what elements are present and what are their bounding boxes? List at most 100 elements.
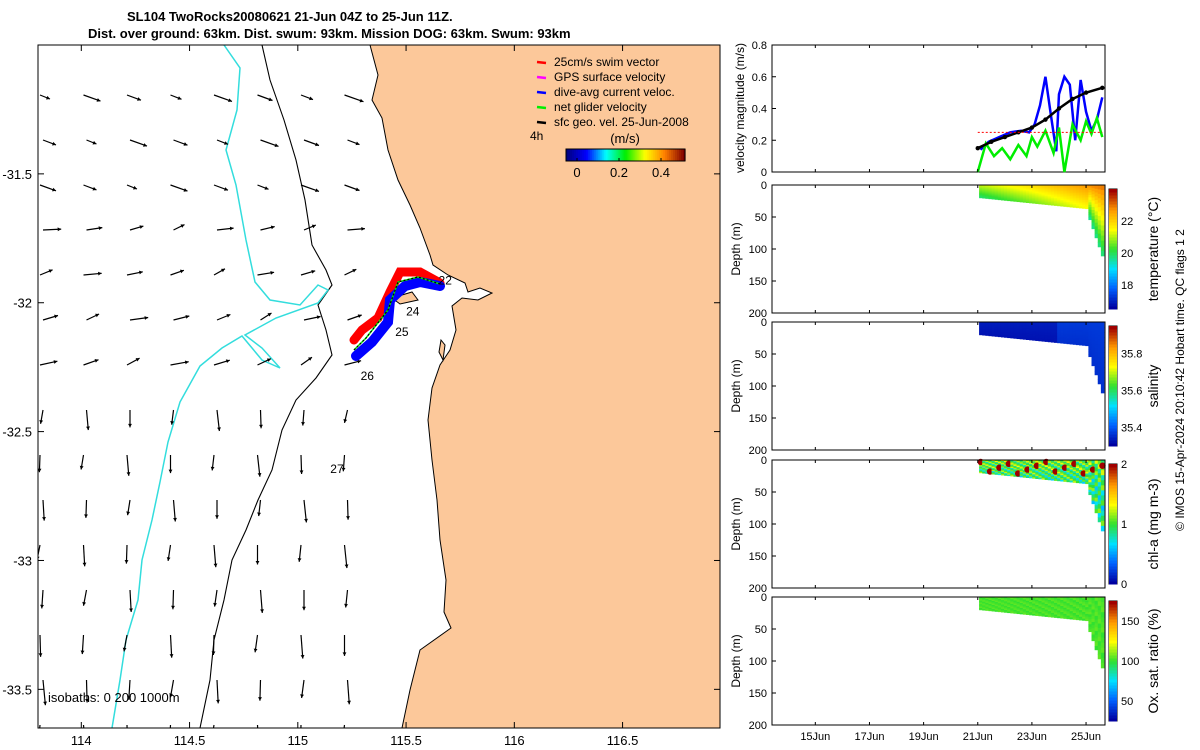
section-cell (1038, 322, 1042, 324)
section-cell (1038, 326, 1042, 328)
section-cell (1072, 338, 1077, 340)
section-cell (1025, 604, 1030, 607)
section-cell (997, 473, 1002, 476)
velocity-vector-head (300, 654, 305, 659)
profile-y-tick-label: 200 (749, 720, 767, 732)
section-cell (1025, 475, 1030, 477)
section-cell (1094, 188, 1099, 193)
section-cell (1044, 340, 1049, 342)
velocity-vector-head (124, 560, 129, 564)
section-cell (982, 185, 986, 188)
velocity-vector-head (85, 698, 89, 703)
section-cell (1016, 607, 1021, 610)
section-cell (1072, 194, 1077, 197)
section-cell (1007, 190, 1011, 193)
section-cell (1050, 200, 1055, 203)
section-cell (1100, 200, 1105, 206)
section-cell (1082, 460, 1086, 463)
section-cell (1060, 191, 1064, 193)
section-cell (994, 610, 999, 612)
section-cell (1047, 340, 1052, 343)
section-cell (988, 609, 992, 612)
colorbar-cell (1109, 718, 1117, 722)
section-cell (985, 193, 989, 195)
section-cell (1054, 474, 1058, 477)
section-cell (1004, 324, 1008, 326)
velocity-vector-head (215, 515, 219, 519)
section-cell (1069, 603, 1074, 606)
section-cell (1050, 612, 1055, 615)
section-cell (1010, 462, 1014, 464)
section-cell (1075, 603, 1080, 606)
section-cell (982, 187, 986, 190)
section-cell (1032, 612, 1036, 615)
colorbar-cell (641, 149, 644, 161)
section-cell (1044, 478, 1049, 480)
section-cell (1035, 200, 1039, 203)
section-cell (1025, 609, 1030, 612)
section-cell (1097, 238, 1102, 243)
section-cell (1032, 473, 1036, 475)
section-cell (1066, 609, 1071, 612)
section-cell (1091, 478, 1096, 483)
section-cell (1019, 188, 1024, 191)
section-cell (1013, 602, 1017, 605)
section-cell (1075, 325, 1080, 328)
section-cell (1060, 204, 1064, 207)
chart-title-line-1: SL104 TwoRocks20080621 21-Jun 04Z to 25-… (127, 9, 453, 24)
section-cell (1088, 339, 1092, 343)
section-cell (1000, 469, 1005, 472)
section-cell (1057, 186, 1061, 189)
section-cell (1038, 194, 1042, 197)
section-cell (994, 471, 999, 473)
section-cell (1032, 602, 1036, 604)
section-cell (988, 185, 992, 187)
legend-swatch (536, 75, 547, 80)
section-cell (1032, 199, 1036, 202)
section-cell (1025, 600, 1030, 603)
velocity-vector-head (224, 141, 228, 145)
profile-panel-2 (771, 321, 1118, 451)
section-cell (1041, 605, 1046, 607)
section-cell (1082, 481, 1086, 484)
section-cell (1066, 332, 1071, 335)
section-cell (982, 603, 986, 605)
section-cell (1007, 336, 1011, 339)
section-cell (1010, 190, 1014, 193)
section-cell (1035, 188, 1039, 191)
section-cell (1072, 608, 1077, 611)
section-cell (1025, 201, 1030, 203)
section-cell (1100, 495, 1105, 501)
colorbar-cell (1109, 628, 1117, 632)
section-cell (1010, 610, 1014, 613)
section-cell (1025, 599, 1030, 602)
section-cell (1091, 346, 1096, 351)
colorbar-cell (1109, 359, 1117, 363)
section-cell (1097, 601, 1102, 607)
section-cell (1013, 461, 1017, 463)
velocity-vector-head (95, 313, 100, 318)
section-cell (1016, 188, 1021, 191)
colorbar-cell (1109, 368, 1117, 372)
section-cell (1032, 600, 1036, 603)
section-cell (997, 324, 1002, 326)
section-cell (1094, 371, 1099, 376)
section-cell (1100, 510, 1105, 517)
section-cell (994, 195, 999, 197)
section-cell (1035, 196, 1039, 199)
section-cell (991, 324, 996, 326)
section-cell (1004, 199, 1008, 201)
section-cell (988, 190, 992, 193)
section-cell (994, 323, 999, 325)
section-cell (1094, 352, 1099, 357)
section-cell (1035, 339, 1039, 341)
section-cell (1066, 185, 1071, 187)
section-cell (979, 190, 983, 192)
section-cell (1060, 597, 1064, 599)
section-cell (1010, 328, 1014, 331)
section-cell (982, 604, 986, 606)
section-cell (1044, 603, 1049, 606)
section-cell (1013, 193, 1017, 195)
section-cell (1050, 185, 1055, 187)
section-cell (1035, 598, 1039, 601)
